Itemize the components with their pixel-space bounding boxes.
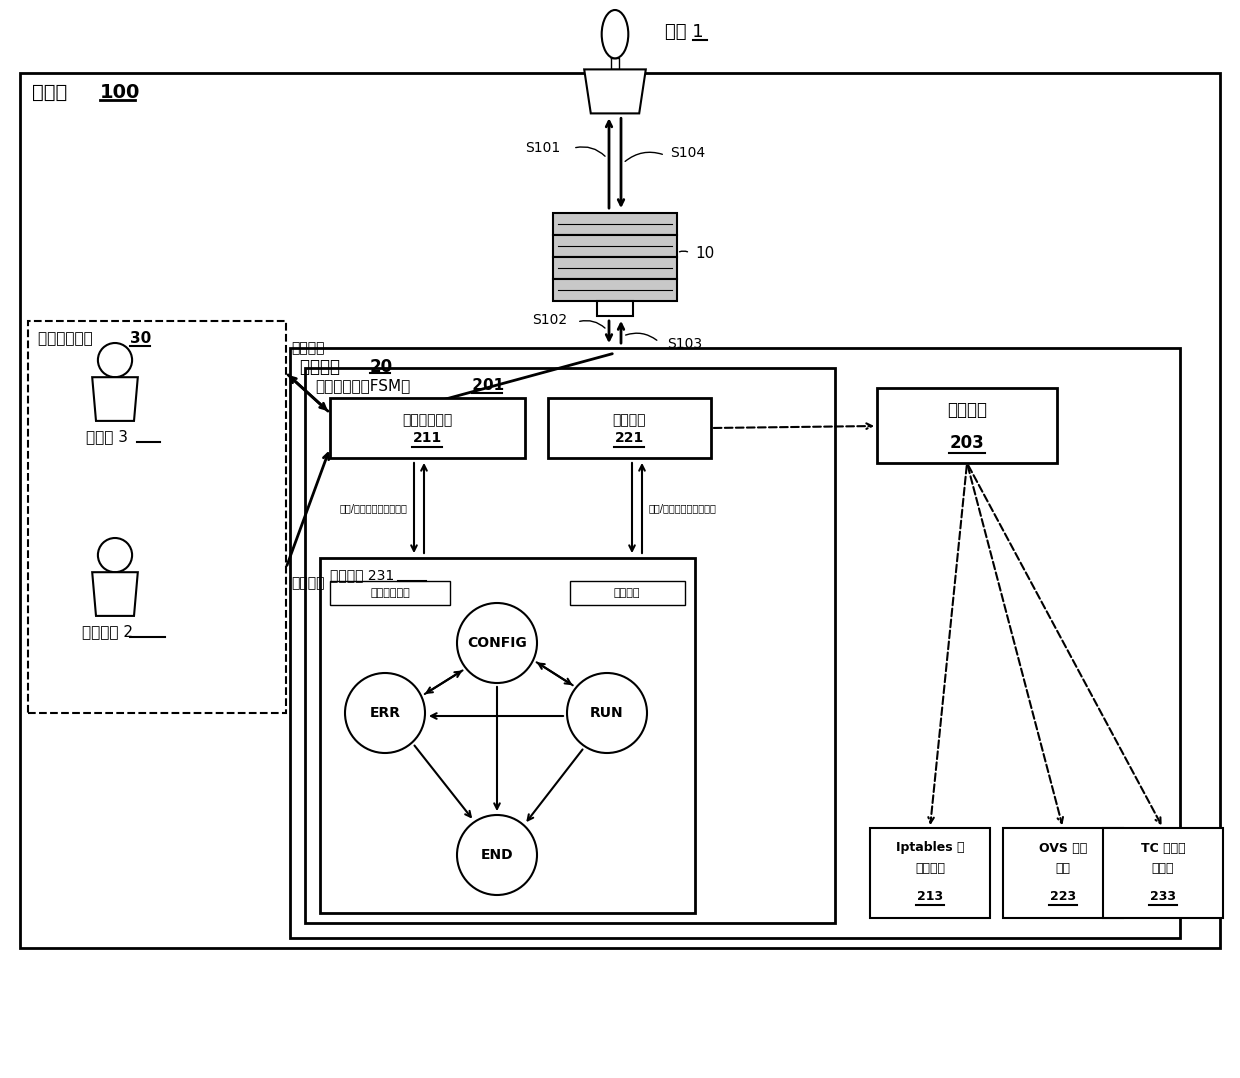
Text: 计算节点: 计算节点	[300, 358, 345, 376]
Circle shape	[98, 343, 133, 377]
Bar	[596, 301, 632, 316]
Polygon shape	[584, 69, 646, 113]
Text: 虚拟端口: 虚拟端口	[947, 401, 987, 419]
Text: 配置命令: 配置命令	[291, 341, 325, 355]
Text: 10: 10	[694, 246, 714, 261]
Bar	[20, 73, 1220, 948]
Ellipse shape	[601, 10, 629, 58]
Text: 虚拟端口配置: 虚拟端口配置	[370, 588, 410, 598]
Text: RUN: RUN	[590, 706, 624, 720]
Bar	[570, 581, 684, 605]
Bar	[553, 213, 677, 235]
Bar	[553, 235, 677, 257]
Bar	[553, 257, 677, 279]
Text: 管理员 3: 管理员 3	[86, 429, 128, 444]
Bar	[548, 398, 711, 458]
Circle shape	[458, 815, 537, 895]
Circle shape	[345, 673, 425, 754]
Text: 运维人员 2: 运维人员 2	[82, 624, 133, 639]
Text: 30: 30	[130, 331, 151, 346]
Text: CONFIG: CONFIG	[467, 636, 527, 650]
Bar	[290, 348, 1180, 938]
Text: S104: S104	[670, 147, 706, 161]
Text: S101: S101	[525, 141, 560, 155]
Text: 状态单元 231: 状态单元 231	[330, 568, 394, 582]
Bar	[877, 388, 1056, 462]
Bar	[553, 279, 677, 301]
Text: S102: S102	[532, 313, 567, 327]
Text: TC 流量限: TC 流量限	[1141, 842, 1185, 855]
Text: 211: 211	[413, 431, 441, 445]
Text: OVS 流表: OVS 流表	[1039, 842, 1087, 855]
Text: 100: 100	[100, 83, 140, 102]
Text: 执行结果: 执行结果	[614, 588, 640, 598]
Text: 213: 213	[916, 889, 944, 902]
Polygon shape	[92, 572, 138, 616]
Text: 20: 20	[370, 358, 393, 376]
Text: 火墙规则: 火墙规则	[915, 861, 945, 874]
Text: 云平台: 云平台	[32, 83, 73, 102]
Text: 201: 201	[467, 378, 505, 393]
Text: Iptables 防: Iptables 防	[895, 842, 965, 855]
Text: 读取/改变状态单元的状态: 读取/改变状态单元的状态	[339, 503, 407, 513]
Text: END: END	[481, 848, 513, 862]
Bar	[330, 581, 450, 605]
Bar	[320, 558, 694, 913]
Text: 203: 203	[950, 434, 985, 452]
Bar	[870, 828, 990, 918]
Bar	[330, 398, 525, 458]
Bar	[29, 321, 286, 713]
Text: S103: S103	[667, 337, 702, 351]
Text: 221: 221	[614, 431, 644, 445]
Text: 外界交互来源: 外界交互来源	[38, 331, 98, 346]
Text: 速规则: 速规则	[1152, 861, 1174, 874]
Text: 维护命令: 维护命令	[291, 576, 325, 590]
Text: 执行单元: 执行单元	[613, 413, 646, 427]
Polygon shape	[92, 377, 138, 420]
Text: 读取/改变状态单元的状态: 读取/改变状态单元的状态	[649, 503, 717, 513]
Text: 233: 233	[1149, 889, 1176, 902]
Circle shape	[567, 673, 647, 754]
Text: 有限状态机（FSM）: 有限状态机（FSM）	[315, 378, 410, 393]
Bar	[1104, 828, 1223, 918]
Text: ERR: ERR	[370, 706, 401, 720]
Circle shape	[98, 538, 133, 572]
Bar	[305, 368, 835, 923]
Text: 规则: 规则	[1055, 861, 1070, 874]
Bar	[1003, 828, 1123, 918]
Circle shape	[458, 603, 537, 683]
Text: 用户 1: 用户 1	[665, 23, 703, 41]
Text: 指令接收单元: 指令接收单元	[402, 413, 453, 427]
Text: 223: 223	[1050, 889, 1076, 902]
